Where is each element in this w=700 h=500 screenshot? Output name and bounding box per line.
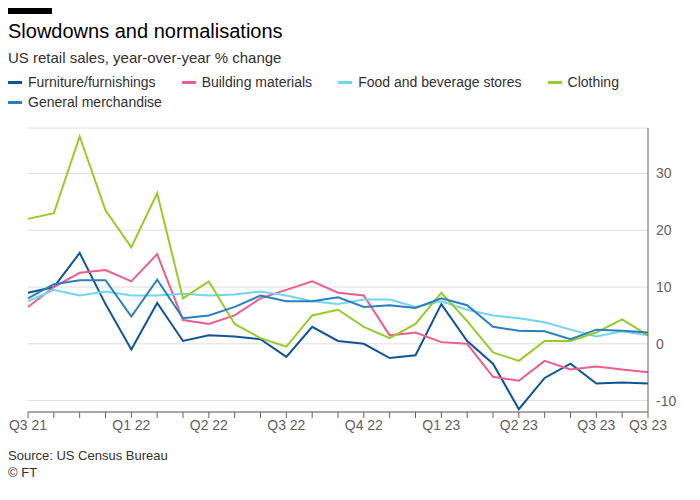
html-text:General merchandise: General merchandise	[28, 94, 162, 110]
svg-text:Q3 22: Q3 22	[267, 417, 305, 433]
html-text:Clothing: Clothing	[567, 74, 619, 90]
html-text:© FT: © FT	[8, 465, 38, 480]
svg-text:Q3 23: Q3 23	[577, 417, 615, 433]
svg-text:20: 20	[656, 222, 672, 238]
svg-text:30: 30	[656, 165, 672, 181]
svg-text:10: 10	[656, 279, 672, 295]
html-text:Food and beverage stores: Food and beverage stores	[358, 74, 522, 90]
svg-text:Q3 21: Q3 21	[9, 417, 47, 433]
html-text:US retail sales, year-over-yea: US retail sales, year-over-year % change	[8, 49, 282, 66]
svg-text:Q1 22: Q1 22	[112, 417, 150, 433]
svg-text:Q2 23: Q2 23	[500, 417, 538, 433]
html-text:Slowdowns and normalisations: Slowdowns and normalisations	[8, 20, 283, 42]
svg-text:Q1 23: Q1 23	[422, 417, 460, 433]
svg-text:0: 0	[656, 336, 664, 352]
html-text:Source: US Census Bureau: Source: US Census Bureau	[8, 448, 168, 463]
svg-text:Q2 22: Q2 22	[190, 417, 228, 433]
svg-text:Q4 22: Q4 22	[345, 417, 383, 433]
svg-text:Q3 23: Q3 23	[629, 417, 667, 433]
html-text:Building materials: Building materials	[201, 74, 313, 90]
svg-text:-10: -10	[656, 393, 676, 409]
html-text:Furniture/furnishings: Furniture/furnishings	[28, 74, 156, 90]
